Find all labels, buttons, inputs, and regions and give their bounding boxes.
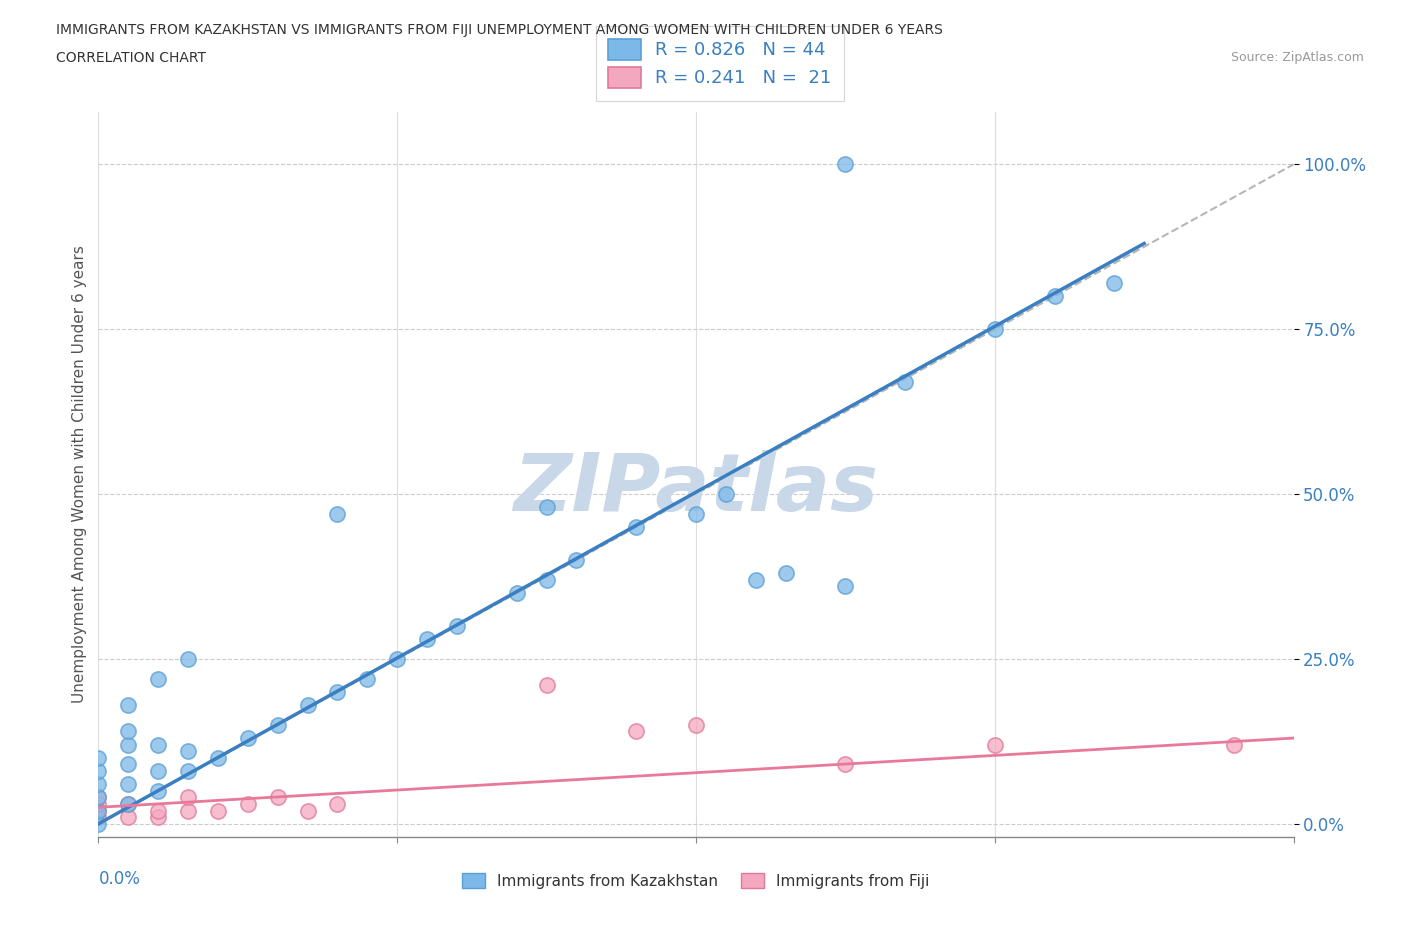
Point: [117, 810, 139, 825]
Point: [87, 797, 110, 812]
Point: [148, 764, 170, 778]
Point: [207, 751, 229, 765]
Point: [148, 783, 170, 798]
Point: [714, 486, 737, 501]
Point: [87, 777, 110, 791]
Point: [356, 671, 378, 686]
Point: [117, 797, 139, 812]
Point: [1104, 275, 1126, 290]
Point: [834, 579, 856, 594]
Point: [87, 804, 110, 818]
Point: [297, 698, 319, 712]
Point: [267, 717, 290, 732]
Point: [177, 790, 200, 804]
Point: [834, 157, 856, 172]
Text: Source: ZipAtlas.com: Source: ZipAtlas.com: [1230, 51, 1364, 64]
Point: [326, 797, 349, 812]
Point: [148, 804, 170, 818]
Point: [984, 737, 1007, 752]
Point: [117, 724, 139, 739]
Point: [685, 507, 707, 522]
Point: [87, 764, 110, 778]
Point: [536, 499, 558, 514]
Point: [177, 764, 200, 778]
Text: ZIPatlas: ZIPatlas: [513, 450, 879, 528]
Point: [984, 322, 1007, 337]
Point: [326, 507, 349, 522]
Point: [326, 684, 349, 699]
Point: [207, 804, 229, 818]
Point: [148, 810, 170, 825]
Point: [1043, 289, 1066, 304]
Point: [87, 817, 110, 831]
Y-axis label: Unemployment Among Women with Children Under 6 years: Unemployment Among Women with Children U…: [72, 246, 87, 703]
Point: [236, 797, 259, 812]
Point: [506, 586, 529, 601]
Point: [416, 631, 439, 646]
Point: [745, 572, 768, 587]
Legend: Immigrants from Kazakhstan, Immigrants from Fiji: Immigrants from Kazakhstan, Immigrants f…: [456, 867, 936, 895]
Point: [87, 790, 110, 804]
Point: [177, 652, 200, 667]
Point: [177, 804, 200, 818]
Point: [626, 520, 648, 535]
Point: [117, 757, 139, 772]
Point: [834, 757, 856, 772]
Text: CORRELATION CHART: CORRELATION CHART: [56, 51, 207, 65]
Point: [87, 790, 110, 804]
Point: [626, 724, 648, 739]
Point: [87, 804, 110, 818]
Point: [236, 731, 259, 746]
Point: [117, 797, 139, 812]
Point: [267, 790, 290, 804]
Point: [536, 572, 558, 587]
Point: [775, 565, 797, 580]
Point: [565, 552, 588, 567]
Point: [385, 652, 409, 667]
Point: [117, 698, 139, 712]
Point: [446, 618, 468, 633]
Point: [148, 671, 170, 686]
Point: [1223, 737, 1246, 752]
Point: [297, 804, 319, 818]
Point: [894, 375, 917, 390]
Point: [117, 777, 139, 791]
Text: IMMIGRANTS FROM KAZAKHSTAN VS IMMIGRANTS FROM FIJI UNEMPLOYMENT AMONG WOMEN WITH: IMMIGRANTS FROM KAZAKHSTAN VS IMMIGRANTS…: [56, 23, 943, 37]
Point: [87, 751, 110, 765]
Point: [685, 717, 707, 732]
Point: [177, 744, 200, 759]
Point: [536, 678, 558, 693]
Point: [148, 737, 170, 752]
Point: [87, 810, 110, 825]
Text: 0.0%: 0.0%: [98, 870, 141, 887]
Point: [117, 737, 139, 752]
